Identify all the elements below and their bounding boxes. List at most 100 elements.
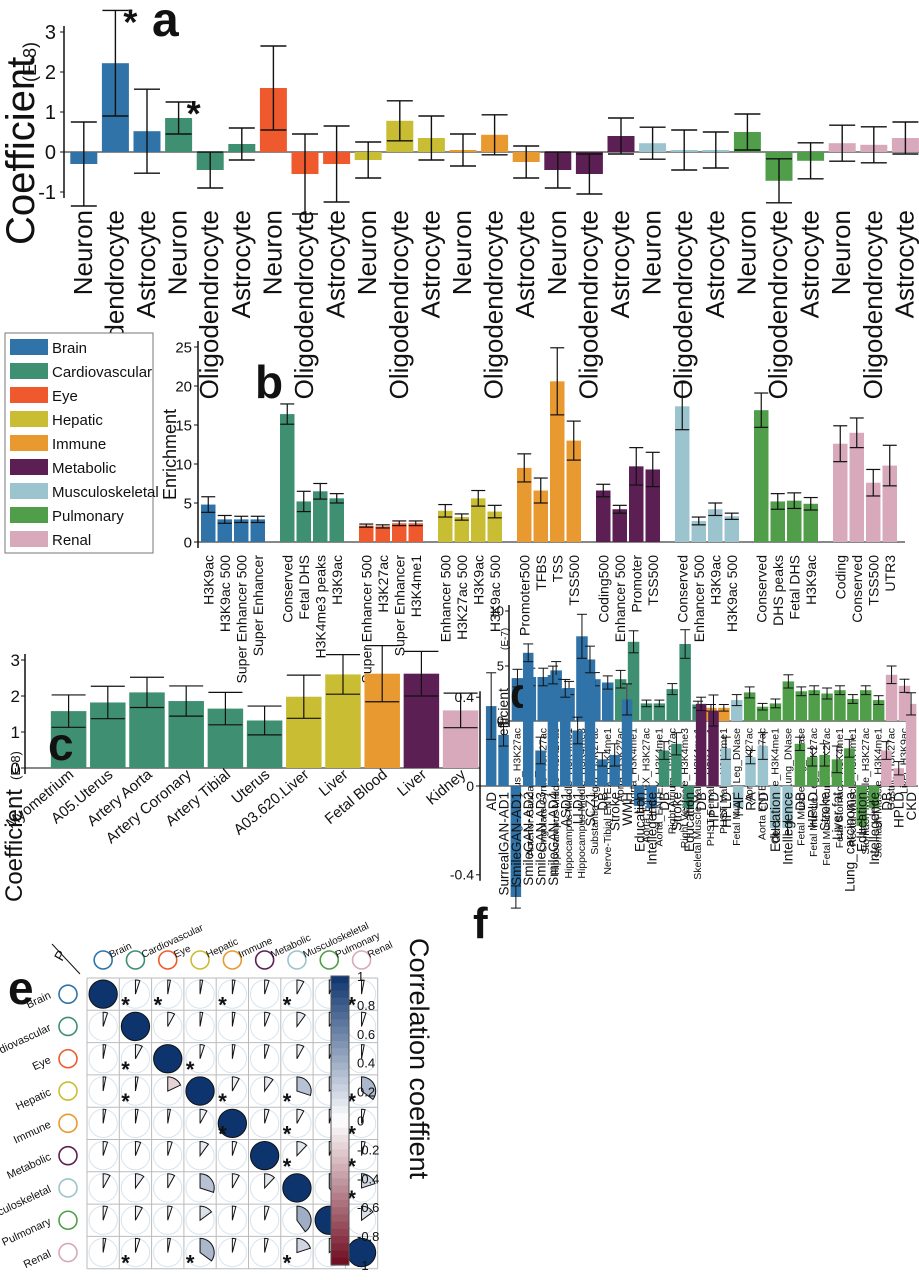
bar <box>572 730 583 786</box>
colorbar-segment <box>331 1033 349 1042</box>
pie-cell <box>361 1076 377 1101</box>
bar <box>782 786 793 829</box>
legend-swatch <box>10 483 48 499</box>
colorbar-segment <box>331 1257 349 1266</box>
pie-cell <box>199 1237 215 1262</box>
pie-cell <box>199 1140 210 1158</box>
pie-cell <box>102 1140 109 1156</box>
x-tick-label: Astrocyte <box>605 210 635 318</box>
bar <box>754 410 769 542</box>
pie-cell <box>296 1140 308 1157</box>
x-tick-label: SurrealGAN-AD1 <box>497 792 512 896</box>
colorbar-segment <box>331 1185 349 1194</box>
x-tick-label: Promoter500 <box>516 555 532 636</box>
colorbar-segment <box>331 976 349 984</box>
y-tick-label: 1 <box>11 723 20 742</box>
significance-star: * <box>218 992 227 1017</box>
colorbar-segment <box>331 1250 349 1259</box>
bar <box>576 636 588 721</box>
bar <box>201 504 216 542</box>
pie-cell <box>264 1205 270 1221</box>
bar <box>808 690 820 721</box>
organ-icon <box>222 950 243 970</box>
x-tick-label: DB <box>793 792 808 811</box>
y-axis-label: Coefficient <box>0 57 43 245</box>
pie-cell <box>264 1237 269 1253</box>
bar <box>566 440 581 542</box>
x-tick-label: Astrocyte <box>510 210 540 318</box>
bar <box>485 706 497 786</box>
x-tick-label: Super Enhancer 500 <box>358 555 374 684</box>
colorbar-segment <box>331 1062 349 1071</box>
bar <box>621 699 633 786</box>
y-tick-label: 3 <box>45 22 56 44</box>
bar <box>671 743 682 786</box>
colorbar-segment <box>331 1084 349 1093</box>
bar <box>732 786 744 809</box>
colorbar-segment <box>331 1171 349 1179</box>
colorbar-frame <box>330 975 350 1266</box>
x-tick-label: Super Enhancer <box>250 555 266 657</box>
bar <box>522 652 534 786</box>
colorbar-segment <box>331 1178 349 1187</box>
pie-cell <box>199 1173 215 1193</box>
significance-star: * <box>123 1 137 42</box>
x-tick-label: DB <box>879 792 894 811</box>
x-tick-label: Super Enhancer <box>391 555 407 657</box>
pie-cell <box>134 1076 139 1092</box>
pie-cell <box>134 1140 142 1156</box>
bar <box>612 509 627 542</box>
colorbar-title: Correlation coeffient <box>404 938 434 1180</box>
colorbar-tick-label: -0.4 <box>357 1171 379 1186</box>
bar <box>329 498 344 542</box>
x-tick-label: Intellegence <box>867 792 882 865</box>
row-label: Metabolic <box>5 1151 53 1182</box>
bar <box>743 692 756 721</box>
bar <box>745 757 756 786</box>
bar <box>708 509 723 542</box>
pie-cell <box>199 1011 204 1027</box>
x-tick-label: Conserved <box>849 555 865 623</box>
bar <box>882 465 897 542</box>
bar <box>872 700 885 721</box>
colorbar-segment <box>331 1134 349 1143</box>
bar <box>708 710 719 786</box>
legend-label: Cardiovascular <box>52 364 152 381</box>
x-tick-label: Conserved <box>753 555 769 623</box>
x-tick-label: Coding500 <box>595 555 611 623</box>
x-tick-label: H3K9ac 500 <box>724 555 740 632</box>
bar <box>547 675 559 786</box>
pie-cell <box>102 1108 107 1124</box>
significance-star: * <box>283 1251 292 1276</box>
bar <box>375 526 390 542</box>
colorbar-segment <box>331 1214 349 1223</box>
bar <box>675 406 690 542</box>
bar <box>787 500 802 542</box>
tissue-legend: Brain Cardiovascular Eye Hepatic Immune Metab… <box>4 332 159 554</box>
x-tick-label: SmileGAN-AD2 <box>521 792 536 886</box>
y-axis-label: Coefficient <box>1 789 28 902</box>
colorbar-segment <box>331 1004 349 1013</box>
x-tick-label: Oligodendrocyte <box>289 210 319 399</box>
x-tick-label: HPLD <box>706 792 721 828</box>
legend-label: Musculoskeletal <box>52 484 159 501</box>
bar <box>885 674 898 721</box>
x-tick-label: TSS500 <box>865 555 881 606</box>
x-tick-label: Stroke <box>608 792 623 831</box>
x-tick-label: Fetal DHS <box>296 555 312 620</box>
y-axis-unit: (E-8) <box>8 751 23 780</box>
x-tick-label: Oligodendrocyte <box>763 210 793 399</box>
bar <box>627 641 640 721</box>
legend-label: Immune <box>52 436 106 453</box>
y-tick-label: 5 <box>497 659 504 674</box>
organ-icon <box>58 1178 78 1198</box>
y-tick-label: 25 <box>175 339 192 356</box>
pie-cell <box>231 1205 237 1221</box>
significance-star: * <box>347 1186 356 1211</box>
colorbar-segment <box>331 1228 349 1237</box>
colorbar-segment <box>331 1091 349 1100</box>
panel-f: -0.400.4ADSurrealGAN-AD1SmileGAN-AD1Smil… <box>450 643 919 948</box>
